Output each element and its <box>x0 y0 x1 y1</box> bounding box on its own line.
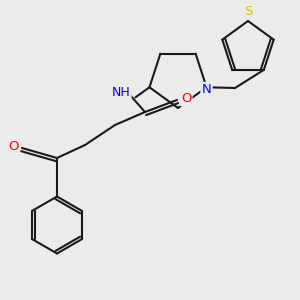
Text: N: N <box>202 83 212 96</box>
Text: NH: NH <box>112 85 130 98</box>
Text: O: O <box>181 92 191 105</box>
Text: S: S <box>244 5 252 18</box>
Text: O: O <box>8 140 19 153</box>
